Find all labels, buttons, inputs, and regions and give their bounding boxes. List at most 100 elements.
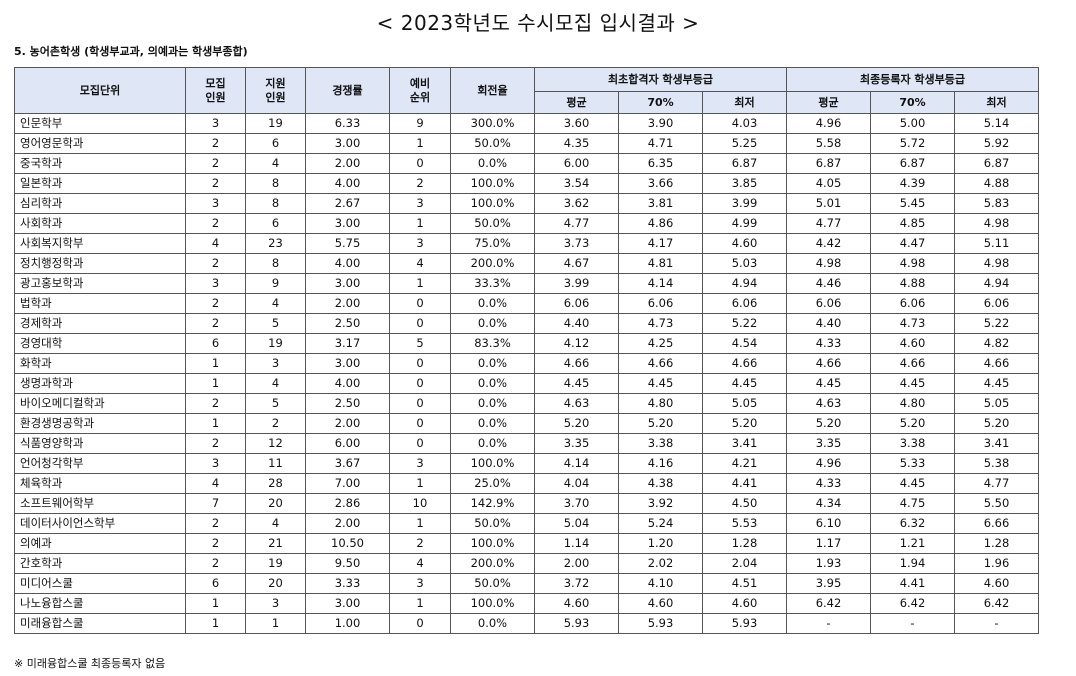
final-avg-cell: 6.06 [786, 293, 871, 314]
initial-avg-cell: 3.70 [534, 493, 619, 514]
applicants-cell: 9 [245, 273, 306, 294]
turnover-rate-cell: 142.9% [450, 493, 535, 514]
turnover-rate-cell: 200.0% [450, 253, 535, 274]
unit-name-cell: 미디어스쿨 [14, 573, 186, 594]
waitlist-rank-cell: 2 [389, 173, 451, 194]
unit-name-cell: 정치행정학과 [14, 253, 186, 274]
applicants-cell: 8 [245, 193, 306, 214]
competition-ratio-cell: 3.67 [305, 453, 390, 474]
initial-min-cell: 4.54 [702, 333, 787, 354]
final-min-cell: 5.20 [954, 413, 1039, 434]
waitlist-rank-cell: 1 [389, 513, 451, 534]
quota-cell: 4 [185, 233, 246, 254]
initial-min-cell: 4.94 [702, 273, 787, 294]
table-row: 바이오메디컬학과 2 5 2.50 0 0.0% 4.63 4.80 5.05 4.63 4.80 5… [14, 393, 1039, 414]
quota-cell: 2 [185, 553, 246, 574]
final-avg-cell: 6.87 [786, 153, 871, 174]
final-70-cell: 4.47 [870, 233, 955, 254]
turnover-rate-cell: 50.0% [450, 513, 535, 534]
final-70-cell: 5.45 [870, 193, 955, 214]
quota-cell: 1 [185, 613, 246, 634]
initial-avg-cell: 3.99 [534, 273, 619, 294]
turnover-rate-cell: 75.0% [450, 233, 535, 254]
competition-ratio-cell: 2.67 [305, 193, 390, 214]
table-row: 데이터사이언스학부 2 4 2.00 1 50.0% 5.04 5.24 5.53 6.10 6.3… [14, 513, 1039, 534]
table-row: 소프트웨어학부 7 20 2.86 10 142.9% 3.70 3.92 4.50 4.34 4.… [14, 493, 1039, 514]
initial-70-cell: 4.10 [618, 573, 703, 594]
applicants-cell: 3 [245, 593, 306, 614]
initial-avg-cell: 4.12 [534, 333, 619, 354]
initial-70-cell: 4.66 [618, 353, 703, 374]
applicants-cell: 28 [245, 473, 306, 494]
unit-name-cell: 식품영양학과 [14, 433, 186, 454]
competition-ratio-cell: 4.00 [305, 253, 390, 274]
turnover-rate-cell: 33.3% [450, 273, 535, 294]
quota-cell: 2 [185, 213, 246, 234]
final-min-cell: 5.38 [954, 453, 1039, 474]
final-avg-cell: 5.01 [786, 193, 871, 214]
initial-avg-cell: 3.73 [534, 233, 619, 254]
quota-cell: 6 [185, 573, 246, 594]
quota-cell: 2 [185, 433, 246, 454]
initial-70-cell: 4.45 [618, 373, 703, 394]
quota-cell: 2 [185, 533, 246, 554]
applicants-cell: 4 [245, 513, 306, 534]
initial-70-cell: 4.14 [618, 273, 703, 294]
table-row: 식품영양학과 2 12 6.00 0 0.0% 3.35 3.38 3.41 3.35 3.38 3.… [14, 433, 1039, 454]
competition-ratio-cell: 2.50 [305, 313, 390, 334]
final-70-cell: 4.80 [870, 393, 955, 414]
initial-avg-cell: 3.35 [534, 433, 619, 454]
applicants-cell: 4 [245, 153, 306, 174]
initial-70-cell: 4.25 [618, 333, 703, 354]
turnover-rate-cell: 0.0% [450, 613, 535, 634]
initial-70-cell: 5.20 [618, 413, 703, 434]
footnote: ※ 미래융합스쿨 최종등록자 없음 [14, 657, 166, 670]
unit-name-cell: 바이오메디컬학과 [14, 393, 186, 414]
turnover-rate-cell: 100.0% [450, 593, 535, 614]
applicants-cell: 6 [245, 133, 306, 154]
unit-name-cell: 인문학부 [14, 113, 186, 134]
initial-avg-cell: 4.66 [534, 353, 619, 374]
competition-ratio-cell: 1.00 [305, 613, 390, 634]
applicants-cell: 6 [245, 213, 306, 234]
applicants-cell: 5 [245, 313, 306, 334]
turnover-rate-cell: 100.0% [450, 453, 535, 474]
initial-avg-cell: 3.60 [534, 113, 619, 134]
quota-cell: 3 [185, 453, 246, 474]
initial-avg-cell: 6.00 [534, 153, 619, 174]
waitlist-rank-cell: 0 [389, 293, 451, 314]
final-min-cell: 5.83 [954, 193, 1039, 214]
competition-ratio-cell: 2.00 [305, 153, 390, 174]
initial-avg-cell: 5.20 [534, 413, 619, 434]
applicants-cell: 4 [245, 293, 306, 314]
header-group-initial: 최초합격자 학생부등급 [534, 67, 787, 92]
applicants-cell: 4 [245, 373, 306, 394]
final-avg-cell: 4.05 [786, 173, 871, 194]
initial-min-cell: 1.28 [702, 533, 787, 554]
waitlist-rank-cell: 10 [389, 493, 451, 514]
competition-ratio-cell: 3.00 [305, 133, 390, 154]
competition-ratio-cell: 6.33 [305, 113, 390, 134]
initial-70-cell: 4.80 [618, 393, 703, 414]
unit-name-cell: 사회복지학부 [14, 233, 186, 254]
quota-cell: 2 [185, 133, 246, 154]
applicants-cell: 2 [245, 413, 306, 434]
header-unit: 모집단위 [14, 67, 186, 114]
initial-70-cell: 2.02 [618, 553, 703, 574]
table-row: 간호학과 2 19 9.50 4 200.0% 2.00 2.02 2.04 1.93 1.94 1.… [14, 553, 1039, 574]
waitlist-rank-cell: 1 [389, 593, 451, 614]
waitlist-rank-cell: 0 [389, 613, 451, 634]
final-min-cell: 4.77 [954, 473, 1039, 494]
final-70-cell: 6.87 [870, 153, 955, 174]
turnover-rate-cell: 50.0% [450, 573, 535, 594]
initial-70-cell: 3.92 [618, 493, 703, 514]
initial-70-cell: 3.66 [618, 173, 703, 194]
quota-cell: 2 [185, 393, 246, 414]
quota-cell: 3 [185, 113, 246, 134]
competition-ratio-cell: 3.00 [305, 273, 390, 294]
initial-min-cell: 4.03 [702, 113, 787, 134]
turnover-rate-cell: 100.0% [450, 533, 535, 554]
applicants-cell: 19 [245, 333, 306, 354]
initial-70-cell: 6.06 [618, 293, 703, 314]
table-row: 나노융합스쿨 1 3 3.00 1 100.0% 4.60 4.60 4.60 6.42 6.42 6… [14, 593, 1039, 614]
